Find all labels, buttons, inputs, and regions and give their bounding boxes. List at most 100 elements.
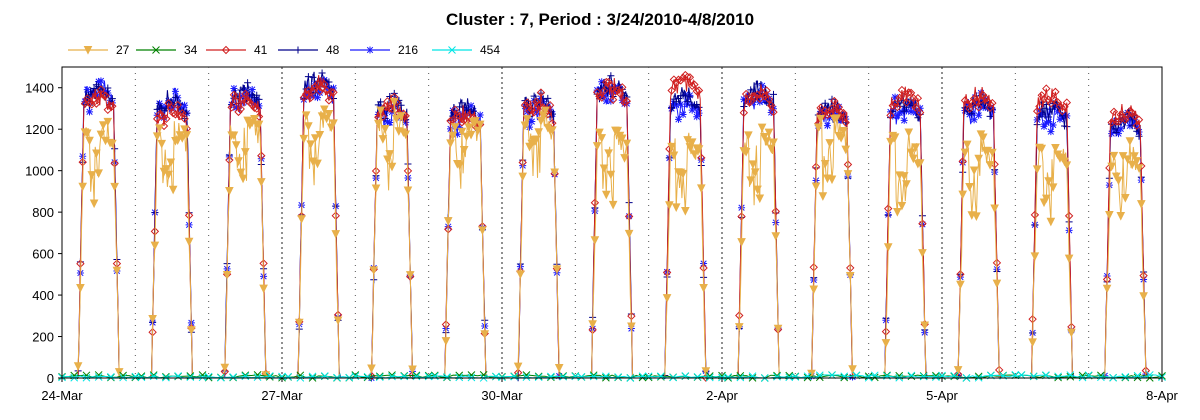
data-point — [627, 322, 636, 332]
data-point — [606, 170, 616, 180]
data-point — [785, 373, 794, 382]
data-point — [110, 182, 119, 192]
data-point — [324, 109, 334, 119]
data-point — [753, 185, 762, 195]
data-point — [906, 148, 916, 158]
data-point — [836, 108, 846, 117]
data-point — [255, 95, 263, 103]
legend-marker — [221, 45, 231, 55]
data-point — [1066, 371, 1075, 379]
y-tick-label: 200 — [32, 330, 54, 345]
data-point — [705, 373, 714, 382]
data-point — [536, 117, 546, 126]
data-point — [301, 111, 311, 121]
data-point — [683, 72, 692, 82]
x-tick-label: 8-Apr — [1146, 388, 1178, 403]
legend-label: 41 — [254, 43, 268, 57]
data-point — [764, 128, 774, 138]
legend-label: 48 — [326, 43, 340, 57]
data-point — [614, 373, 622, 381]
data-point — [577, 372, 586, 381]
data-point — [1038, 111, 1046, 119]
data-point — [89, 199, 99, 209]
data-point — [459, 146, 469, 155]
data-point — [1037, 144, 1047, 154]
data-point — [238, 174, 248, 184]
data-point — [94, 373, 103, 381]
data-point — [679, 111, 687, 119]
data-point — [1123, 155, 1132, 164]
data-point — [912, 109, 920, 117]
data-point — [383, 118, 391, 126]
data-point — [149, 372, 158, 381]
data-point — [590, 198, 600, 207]
data-point — [225, 186, 234, 196]
data-point — [1097, 373, 1105, 382]
data-point — [751, 92, 760, 102]
data-point — [593, 86, 601, 94]
data-point — [1139, 292, 1148, 301]
data-point — [919, 372, 928, 381]
data-point — [1030, 210, 1040, 220]
data-point — [523, 98, 532, 107]
data-point — [550, 168, 559, 178]
data-point — [237, 92, 245, 100]
data-point — [234, 107, 243, 117]
data-point — [108, 95, 116, 103]
data-point — [254, 120, 264, 130]
data-point — [90, 85, 98, 93]
legend-label: 34 — [184, 43, 198, 57]
data-point — [1109, 107, 1119, 116]
data-point — [371, 184, 381, 194]
data-point — [599, 164, 609, 174]
data-point — [329, 84, 337, 92]
data-point — [229, 131, 239, 141]
data-point — [83, 86, 91, 94]
data-point — [958, 190, 968, 200]
data-point — [400, 372, 409, 381]
data-point — [536, 88, 546, 97]
data-point — [383, 97, 392, 106]
data-point — [977, 89, 985, 97]
data-point — [839, 108, 848, 118]
data-point — [239, 84, 247, 92]
data-point — [1032, 165, 1042, 174]
data-point — [662, 294, 672, 303]
data-point — [825, 139, 835, 148]
data-point — [513, 362, 523, 372]
data-point — [455, 111, 464, 121]
data-point — [229, 90, 239, 100]
data-point — [791, 373, 800, 381]
data-point — [183, 109, 191, 117]
legend-marker — [366, 46, 374, 54]
data-point — [669, 151, 679, 161]
data-point — [685, 73, 695, 82]
data-point — [644, 372, 653, 381]
data-point — [464, 111, 473, 120]
legend-marker — [448, 46, 456, 54]
data-point — [1058, 112, 1066, 120]
data-point — [1117, 125, 1125, 133]
data-point — [1051, 102, 1059, 110]
data-point — [297, 215, 306, 224]
data-point — [638, 372, 647, 381]
data-point — [811, 182, 821, 192]
data-point — [456, 124, 464, 132]
data-point — [148, 314, 157, 324]
data-point — [383, 155, 392, 165]
data-point — [171, 93, 179, 101]
data-point — [108, 139, 117, 149]
data-point — [694, 86, 704, 95]
data-point — [152, 132, 162, 141]
data-point — [1062, 98, 1072, 107]
data-point — [1130, 152, 1139, 161]
data-point — [840, 373, 849, 382]
data-point — [990, 204, 999, 214]
data-point — [978, 133, 988, 143]
data-point — [827, 104, 837, 113]
series-27 — [62, 97, 1162, 380]
data-point — [913, 93, 923, 103]
series-line — [62, 74, 1162, 379]
data-point — [478, 226, 487, 236]
data-point — [252, 104, 261, 113]
